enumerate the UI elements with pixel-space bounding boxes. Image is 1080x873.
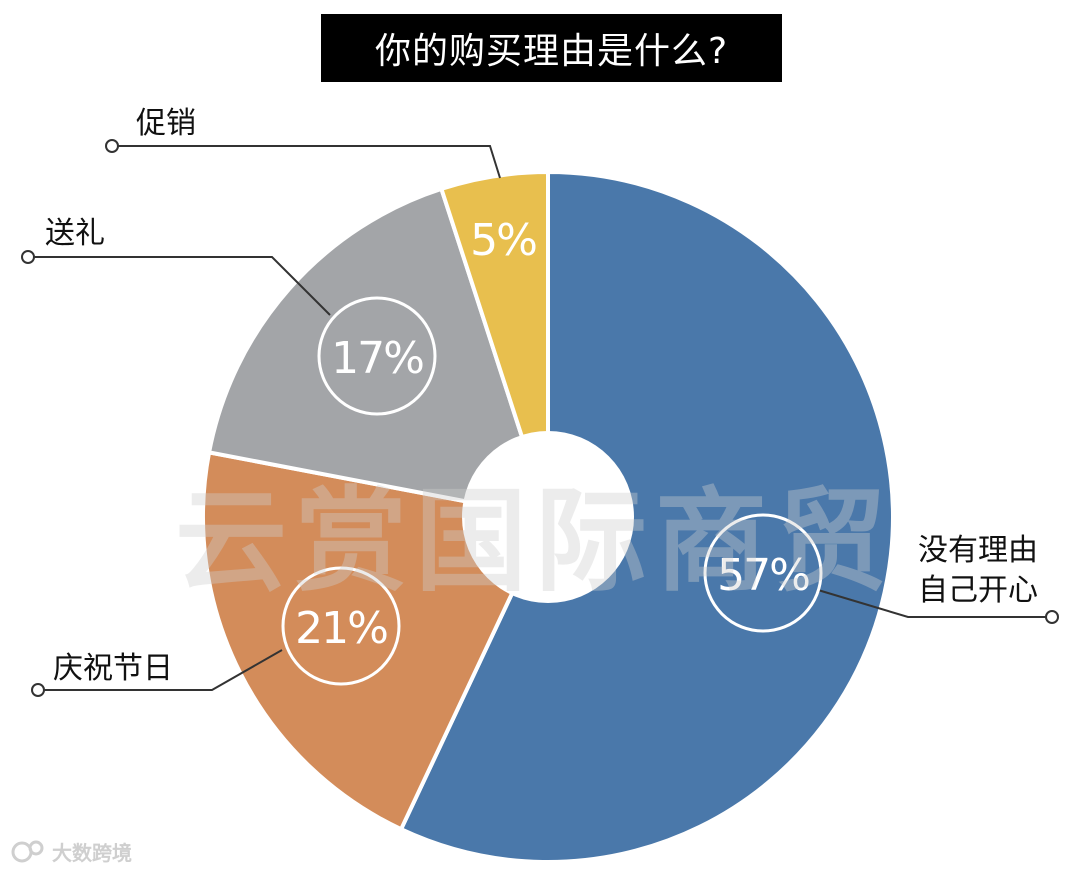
pie-slice-4 (439, 170, 550, 519)
watermark: 云赏国际商贸 (175, 477, 895, 607)
label-noreason-line1: 没有理由 (918, 533, 1038, 568)
leader-dot-gift (21, 250, 35, 264)
leader-dot-promo (105, 139, 119, 153)
label-holiday: 庆祝节日 (53, 651, 173, 686)
donut-hole (462, 431, 634, 603)
leader-dot-noreason (1045, 610, 1059, 624)
pct-badges: 5% 17% 21% 57% (281, 215, 823, 686)
category-labels: 促销 送礼 庆祝节日 没有理由 自己开心 (45, 106, 1038, 686)
chart-title: 你的购买理由是什么? (321, 14, 782, 82)
credit-logo: 大数跨境 (11, 840, 132, 865)
pct-label-gift: 17% (331, 333, 423, 384)
leader-dot-holiday (31, 683, 45, 697)
label-promo: 促销 (136, 106, 196, 141)
label-noreason-line2: 自己开心 (918, 573, 1038, 608)
credit-logo-icon-dot (28, 840, 44, 856)
credit-logo-icon (11, 841, 33, 863)
pct-ring-noreason (703, 513, 823, 633)
credit-text: 大数跨境 (52, 841, 132, 865)
pct-label-promo: 5% (470, 215, 536, 266)
pie-slice-3 (207, 186, 550, 519)
pct-ring-gift (317, 296, 437, 416)
leader-lines (21, 139, 1059, 697)
leader-line-noreason (817, 589, 1052, 618)
pct-label-holiday: 21% (295, 603, 387, 654)
label-gift: 送礼 (45, 216, 105, 251)
leader-line-holiday (38, 649, 283, 691)
leader-line-promo (112, 145, 501, 179)
pct-label-noreason: 57% (717, 550, 809, 601)
pct-ring-holiday (281, 566, 401, 686)
leader-line-gift (28, 256, 331, 316)
pie-slice-1 (399, 170, 895, 864)
slice-group (201, 170, 895, 864)
